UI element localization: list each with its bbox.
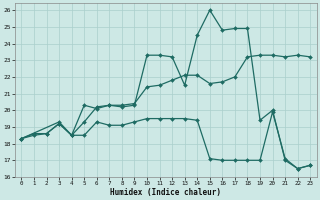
X-axis label: Humidex (Indice chaleur): Humidex (Indice chaleur) <box>110 188 221 197</box>
